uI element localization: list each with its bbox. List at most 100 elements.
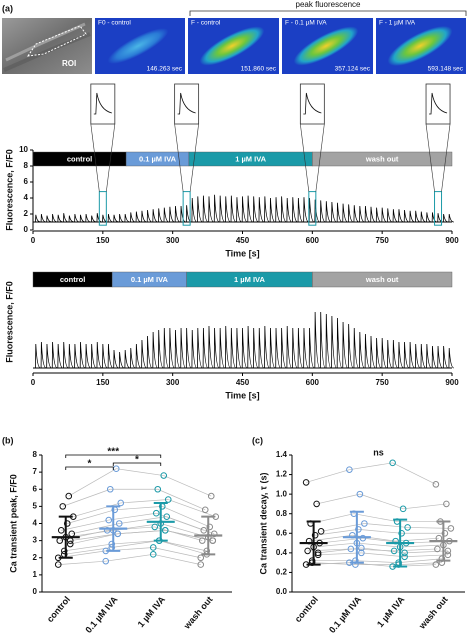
transient — [370, 206, 376, 223]
x-axis-label: Time [s] — [225, 248, 259, 258]
data-point — [401, 549, 408, 557]
transient — [320, 311, 326, 369]
y-tick-label: 0.8 — [276, 509, 288, 518]
transient — [258, 327, 265, 369]
y-tick-label: 0 — [24, 225, 29, 234]
fluorescence-image — [282, 18, 373, 74]
transient — [213, 327, 220, 369]
transient — [426, 343, 432, 369]
transient — [375, 337, 382, 369]
x-tick-label: 600 — [306, 378, 320, 387]
subject-line — [356, 542, 401, 548]
x-tick-label: wash out — [416, 594, 449, 631]
transient — [392, 339, 399, 369]
inset-trace — [429, 92, 448, 115]
transient — [292, 197, 298, 223]
x-tick-label: 900 — [445, 236, 459, 245]
highlight-box — [182, 191, 191, 226]
transient — [414, 343, 421, 369]
data-point — [60, 547, 68, 555]
subject-line — [358, 529, 402, 534]
transient — [158, 208, 164, 223]
data-point — [149, 544, 157, 551]
subject-line — [114, 506, 163, 511]
transient — [146, 209, 153, 223]
y-tick-label: 10 — [19, 145, 28, 154]
transient — [225, 196, 231, 223]
data-point — [152, 509, 160, 517]
data-point — [443, 500, 450, 508]
transient — [370, 335, 376, 369]
data-point — [108, 540, 116, 548]
transient — [353, 205, 360, 223]
connector — [106, 123, 116, 192]
transient — [85, 213, 91, 223]
x-tick-label: control — [45, 594, 72, 624]
transient — [124, 349, 130, 369]
x-tick-label: 450 — [236, 236, 250, 245]
transient — [202, 195, 209, 223]
x-tick-label: 600 — [306, 236, 320, 245]
inset-box — [425, 83, 451, 125]
subject-line — [64, 543, 112, 552]
transient — [414, 210, 421, 223]
transient — [364, 205, 371, 223]
transient — [392, 209, 399, 223]
subject-line — [67, 509, 115, 524]
y-axis-label: Ca transient peak, F/F0 — [8, 474, 18, 573]
subject-line — [359, 493, 404, 510]
y-tick-label: 0 — [33, 587, 38, 596]
transient — [180, 327, 187, 369]
transient — [292, 327, 298, 369]
roi-label: ROI — [62, 59, 76, 68]
x-tick-label: 1 µM IVA — [375, 594, 407, 629]
y-tick-label: 1.0 — [276, 489, 288, 498]
data-point — [149, 551, 157, 558]
transient — [336, 317, 343, 369]
transient — [325, 313, 332, 369]
significance-label: * — [135, 455, 139, 466]
transient — [118, 351, 125, 369]
y-tick-label: 2 — [24, 209, 29, 218]
transient — [387, 208, 393, 223]
data-point — [347, 545, 355, 553]
transient — [269, 327, 276, 369]
data-point — [390, 547, 398, 555]
transient — [96, 213, 102, 223]
y-tick-label: 6 — [24, 177, 29, 186]
transient — [308, 197, 315, 223]
connector — [425, 123, 435, 192]
transient — [118, 213, 125, 223]
connector — [441, 123, 451, 192]
subject-line — [395, 537, 439, 542]
data-point — [404, 524, 411, 531]
transient — [420, 343, 427, 369]
subject-line — [306, 469, 350, 483]
phase-label: 0.1 µM IVA — [131, 275, 169, 284]
x-tick-label: 900 — [445, 378, 459, 387]
phase-label: 1 µM IVA — [234, 275, 265, 284]
transient — [303, 197, 309, 223]
subject-line — [162, 506, 210, 528]
transient — [236, 327, 242, 369]
transient — [398, 341, 404, 369]
subject-line — [361, 547, 405, 554]
transient — [146, 335, 153, 369]
transient — [275, 327, 282, 369]
data-point — [197, 554, 205, 562]
data-point — [154, 485, 162, 493]
data-point — [206, 523, 214, 531]
connector — [189, 123, 199, 192]
transient — [169, 327, 175, 369]
data-point — [308, 557, 316, 564]
connector — [174, 123, 184, 192]
x-tick-label: 300 — [166, 378, 180, 387]
transient — [208, 196, 214, 223]
transient — [141, 210, 147, 223]
image-time: 357.124 sec — [335, 66, 371, 73]
subject-line — [313, 542, 357, 548]
y-tick-label: 1.4 — [276, 450, 288, 459]
data-point — [314, 551, 322, 559]
y-tick-label: 1 — [33, 570, 38, 579]
transient — [102, 343, 108, 369]
